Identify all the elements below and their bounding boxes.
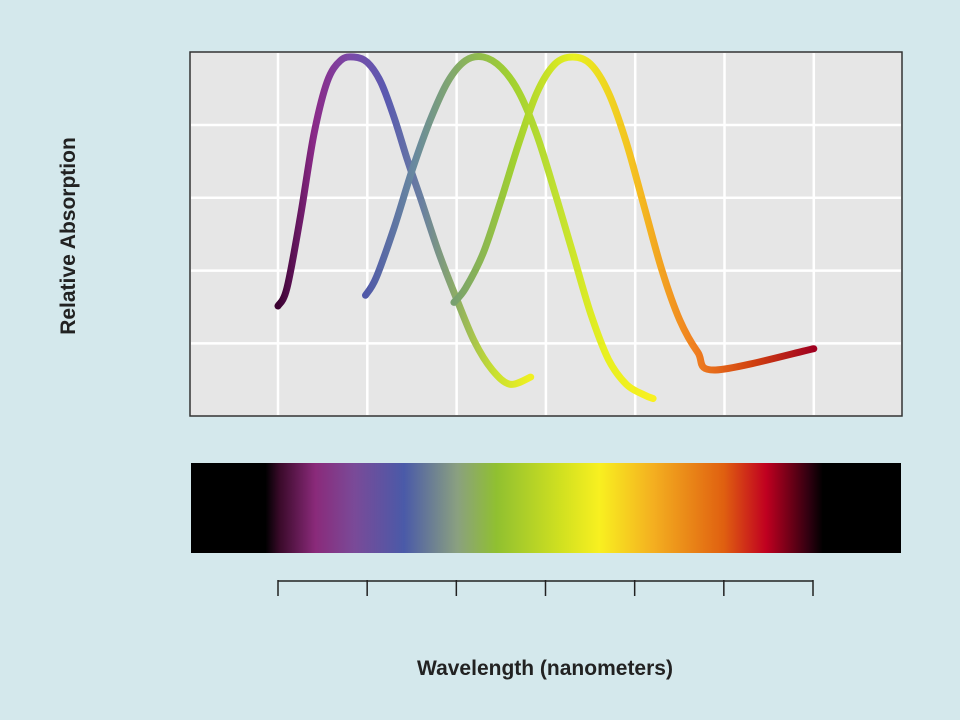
spectrum-bar xyxy=(191,463,901,553)
yellow-absorption-curve xyxy=(450,53,818,374)
green-absorption-curve xyxy=(362,52,657,402)
violet-absorption-curve xyxy=(274,53,535,388)
y-axis-label: Relative Absorption xyxy=(57,137,80,335)
x-axis-label: Wavelength (nanometers) xyxy=(417,657,673,680)
